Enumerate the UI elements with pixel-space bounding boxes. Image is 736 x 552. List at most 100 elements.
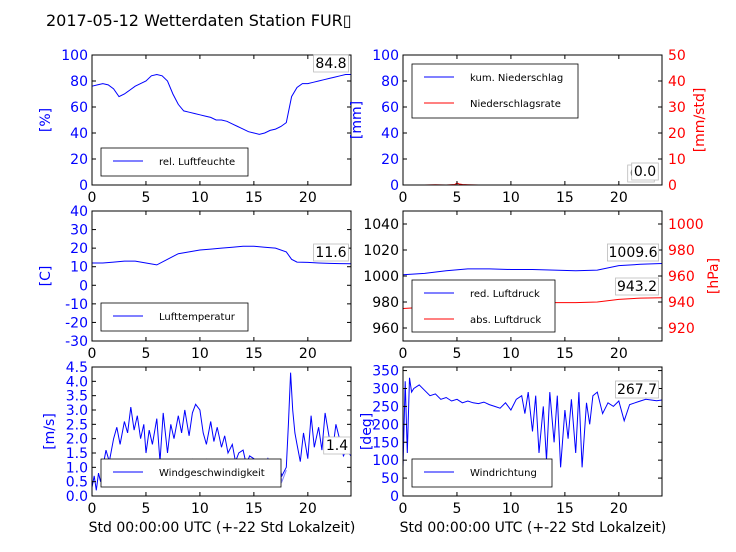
y-tick-label: 100	[372, 48, 399, 64]
legend-label: Niederschlagsrate	[470, 99, 561, 110]
y-tick-label: 40	[70, 126, 88, 142]
legend-label: Windrichtung	[470, 468, 537, 479]
legend-label: kum. Niederschlag	[470, 73, 563, 84]
value-annotation-box	[615, 380, 659, 399]
y-tick-label: 100	[372, 453, 399, 469]
legend-box	[100, 302, 249, 332]
x-tick-label: 20	[299, 501, 317, 517]
y-tick-label-right: 30	[668, 100, 686, 116]
y-tick-label-right: 0	[668, 178, 677, 194]
y-tick-label: 2.0	[66, 432, 88, 448]
y-tick-label: -30	[65, 334, 88, 350]
y-tick-label: 60	[70, 100, 88, 116]
x-tick-label: 10	[191, 190, 209, 206]
x-tick-label: 10	[502, 501, 520, 517]
y-tick-label: -10	[65, 297, 88, 313]
y-tick-label-right: 40	[668, 74, 686, 90]
y-tick-label: 3.0	[66, 403, 88, 419]
value-annotation-box	[323, 436, 351, 455]
y-axis-label: [%]	[38, 108, 54, 132]
x-tick-label: 5	[452, 346, 461, 362]
y-tick-label: 1020	[363, 243, 399, 259]
x-tick-label: 5	[452, 501, 461, 517]
y-tick-label: 1.5	[66, 446, 88, 462]
x-tick-label: 0	[399, 190, 408, 206]
value-annotation-box	[607, 243, 660, 262]
plot-frame-precipitation	[402, 54, 663, 186]
value-annotation-box	[313, 243, 349, 262]
y-tick-label: 0	[79, 178, 88, 194]
figure-title: 2017-05-12 Wetterdaten Station FUR▯	[46, 11, 352, 30]
x-tick-label: 20	[299, 346, 317, 362]
y-tick-label: 0	[79, 278, 88, 294]
y-axis-label-right: [mm/std]	[692, 88, 708, 153]
y-tick-label: 1000	[363, 269, 399, 285]
plot-frame-winddirection	[402, 366, 663, 497]
y-tick-label: 10	[70, 260, 88, 276]
y-tick-label: 150	[372, 435, 399, 451]
y-tick-label: 60	[381, 100, 399, 116]
legend-label: red. Luftdruck	[470, 289, 540, 300]
y-tick-label-right: 920	[668, 321, 695, 337]
y-axis-label: [deg]	[359, 413, 375, 450]
plot-frame-humidity	[91, 54, 352, 186]
y-tick-label: 0.5	[66, 475, 88, 491]
y-tick-label: 20	[70, 152, 88, 168]
x-tick-label: 10	[191, 501, 209, 517]
legend-label: abs. Luftdruck	[470, 315, 541, 326]
y-tick-label: 1.0	[66, 460, 88, 476]
y-tick-label: 350	[372, 364, 399, 380]
y-tick-label-right: 980	[668, 243, 695, 259]
panel-humidity: 0 5 10 15 20 0 20 40 60 80 100 [%] rel. Luftfeuchte 8…	[38, 48, 352, 206]
y-tick-label: 40	[381, 126, 399, 142]
y-tick-label-right: 10	[668, 152, 686, 168]
y-tick-label: 80	[70, 74, 88, 90]
value-annotation-box	[313, 54, 349, 73]
x-axis-caption-left: Std 00:00:00 UTC (+-22 Std Lokalzeit)	[89, 520, 356, 536]
y-tick-label: 3.5	[66, 389, 88, 405]
series-line-windspeed-0	[91, 372, 352, 491]
panel-temperature: 0 5 10 15 20 -30 -20 -10 0 10 20 30 40 [C] Lufttempera…	[38, 204, 352, 362]
y-tick-label: 980	[372, 295, 399, 311]
x-tick-label: 15	[556, 190, 574, 206]
value-annotation-box	[615, 277, 659, 296]
x-tick-label: 15	[245, 501, 263, 517]
y-tick-label: 300	[372, 382, 399, 398]
value-annotation: 943.2	[617, 279, 657, 295]
legend-box	[411, 458, 553, 488]
value-annotation: 1009.6	[609, 245, 658, 261]
x-tick-label: 15	[245, 346, 263, 362]
y-axis-label-right: [hPa]	[706, 258, 722, 294]
x-tick-label: 0	[399, 501, 408, 517]
series-line-temperature-0	[92, 245, 352, 266]
x-tick-label: 20	[299, 190, 317, 206]
plot-frame-temperature	[91, 210, 352, 342]
y-axis-label: [mm]	[349, 101, 365, 139]
legend-label: Windgeschwindigkeit	[159, 468, 265, 479]
value-annotation: 11.6	[315, 245, 346, 261]
x-tick-label: 0	[88, 501, 97, 517]
y-tick-label: 4.0	[66, 374, 88, 390]
value-annotation: 267.7	[617, 382, 657, 398]
panel-precipitation: 0 5 10 15 20 0 20 40 60 80 100 0 10 20 30 40 50 [mm] [mm/s…	[349, 48, 708, 206]
y-tick-label-right: 50	[668, 48, 686, 64]
value-annotation: 84.8	[315, 56, 346, 72]
panel-windspeed: 0 5 10 15 20 0.00.51.01.52.02.53.03.54.04.5 [m…	[42, 360, 352, 517]
value-annotation: 1.4	[326, 438, 348, 454]
y-axis-label: [C]	[38, 266, 54, 287]
y-tick-label: 80	[381, 74, 399, 90]
y-tick-label-right: 940	[668, 295, 695, 311]
panel-winddirection: 0 5 10 15 20050100150200250300350[deg]Windri…	[359, 364, 663, 517]
x-tick-label: 5	[141, 501, 150, 517]
x-tick-label: 5	[141, 346, 150, 362]
series-line-winddirection-0	[402, 377, 663, 468]
y-tick-label: 1040	[363, 217, 399, 233]
y-tick-label: 20	[70, 241, 88, 257]
legend-box	[411, 63, 579, 119]
y-tick-label: 30	[70, 223, 88, 239]
legend-label: Lufttemperatur	[159, 312, 236, 323]
legend-label: rel. Luftfeuchte	[159, 157, 235, 168]
x-tick-label: 15	[245, 190, 263, 206]
y-tick-label-right: 1000	[668, 217, 704, 233]
